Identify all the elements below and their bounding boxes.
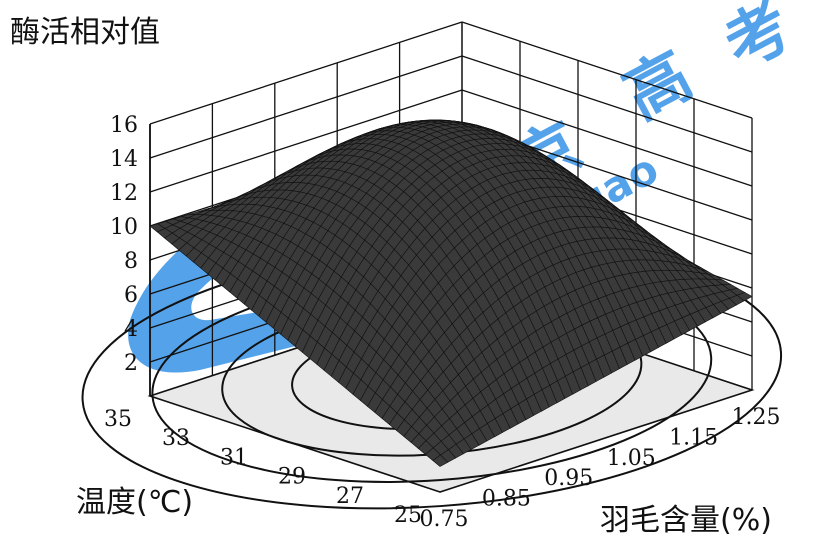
watermark-char: 考 bbox=[713, 0, 804, 84]
response-surface bbox=[149, 119, 753, 467]
z-tick-label: 2 bbox=[124, 351, 138, 376]
z-tick-label: 8 bbox=[124, 249, 138, 274]
z-tick-label: 16 bbox=[110, 113, 138, 138]
x-axis-label: 温度(℃) bbox=[76, 485, 193, 520]
y-tick-label: 1.15 bbox=[669, 425, 718, 450]
z-tick-label: 6 bbox=[124, 283, 138, 308]
z-tick-label: 4 bbox=[124, 317, 138, 342]
x-tick-label: 27 bbox=[336, 484, 364, 509]
gridline-left-wall bbox=[149, 21, 463, 125]
y-tick-label: 1.25 bbox=[732, 405, 781, 430]
z-tick-label: 12 bbox=[110, 181, 138, 206]
z-axis-label: 酶活相对值 bbox=[10, 15, 160, 50]
y-axis-label: 羽毛含量(%) bbox=[600, 503, 772, 538]
gridline-left-wall bbox=[149, 89, 463, 193]
gridline-right-wall bbox=[461, 89, 753, 187]
x-tick-label: 29 bbox=[278, 465, 306, 490]
x-tick-label: 33 bbox=[162, 426, 190, 451]
z-tick-label: 14 bbox=[110, 147, 138, 172]
z-tick-label: 10 bbox=[110, 215, 138, 240]
x-tick-label: 35 bbox=[104, 407, 132, 432]
y-tick-label: 0.95 bbox=[544, 466, 593, 491]
gridline-left-wall bbox=[149, 55, 463, 159]
tick-labels: 16 14 12 10 8 6 4 2 35 33 31 29 27 250.75 0.85 0.95 1.05… bbox=[104, 113, 780, 532]
x-tick-label: 25 bbox=[394, 503, 422, 528]
y-tick-label: 1.05 bbox=[607, 446, 656, 471]
y-tick-label: 0.85 bbox=[482, 487, 531, 512]
gridline-right-wall bbox=[461, 55, 753, 153]
x-tick-label: 31 bbox=[220, 445, 248, 470]
y-tick-label: 0.75 bbox=[420, 507, 469, 532]
gridline-right-wall bbox=[461, 21, 753, 119]
surface-cell bbox=[432, 454, 449, 467]
